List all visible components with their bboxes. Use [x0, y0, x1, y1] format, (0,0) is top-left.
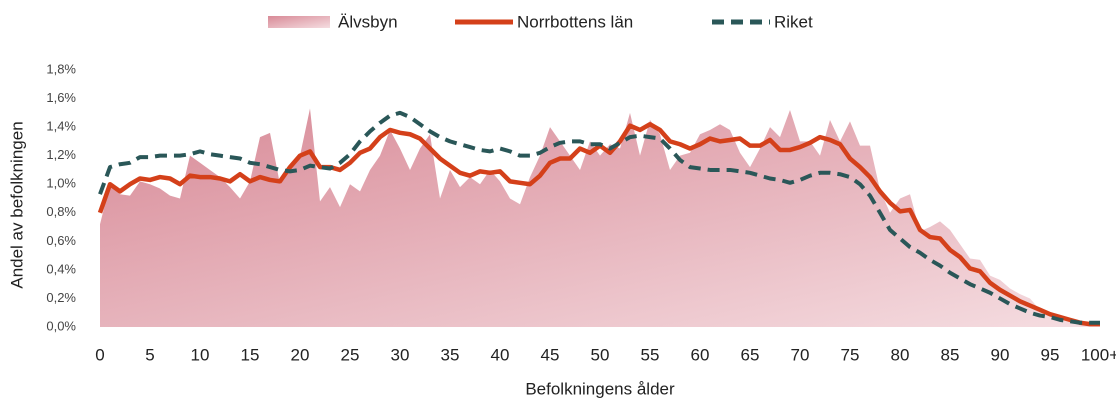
y-tick-label: 0,8%: [46, 204, 76, 219]
x-tick-label: 95: [1041, 345, 1060, 364]
y-tick-label: 1,4%: [46, 119, 76, 134]
x-tick-label: 55: [641, 345, 660, 364]
x-tick-label: 65: [741, 345, 760, 364]
x-tick-label: 50: [591, 345, 610, 364]
area: [100, 108, 1100, 327]
x-tick-label: 45: [541, 345, 560, 364]
x-tick-label: 80: [891, 345, 910, 364]
x-tick-label: 35: [441, 345, 460, 364]
x-tick-label: 70: [791, 345, 810, 364]
x-tick-label: 75: [841, 345, 860, 364]
y-tick-label: 1,6%: [46, 90, 76, 105]
x-tick-label: 90: [991, 345, 1010, 364]
x-tick-label: 20: [291, 345, 310, 364]
legend-label: Älvsbyn: [338, 12, 398, 31]
x-tick-label: 5: [145, 345, 154, 364]
y-tick-label: 0,0%: [46, 318, 76, 333]
y-tick-label: 0,6%: [46, 233, 76, 248]
x-axis-title: Befolkningens ålder: [525, 379, 675, 398]
y-tick-label: 1,0%: [46, 176, 76, 191]
x-tick-label: 40: [491, 345, 510, 364]
x-tick-label: 15: [241, 345, 260, 364]
x-tick-label: 60: [691, 345, 710, 364]
y-tick-label: 1,2%: [46, 147, 76, 162]
legend-swatch: [268, 16, 330, 28]
x-tick-label: 85: [941, 345, 960, 364]
legend-label: Riket: [774, 12, 813, 31]
x-tick-label: 25: [341, 345, 360, 364]
y-tick-label: 0,4%: [46, 261, 76, 276]
y-tick-label: 1,8%: [46, 61, 76, 76]
x-tick-label: 10: [191, 345, 210, 364]
dashed-line: [98, 110, 1100, 325]
y-tick-label: 0,2%: [46, 290, 76, 305]
x-tick-label: 100+: [1081, 345, 1116, 364]
y-axis-title: Andel av befolkningen: [7, 121, 26, 288]
legend-label: Norrbottens län: [517, 12, 633, 31]
x-tick-label: 30: [391, 345, 410, 364]
x-tick-label: 0: [95, 345, 104, 364]
